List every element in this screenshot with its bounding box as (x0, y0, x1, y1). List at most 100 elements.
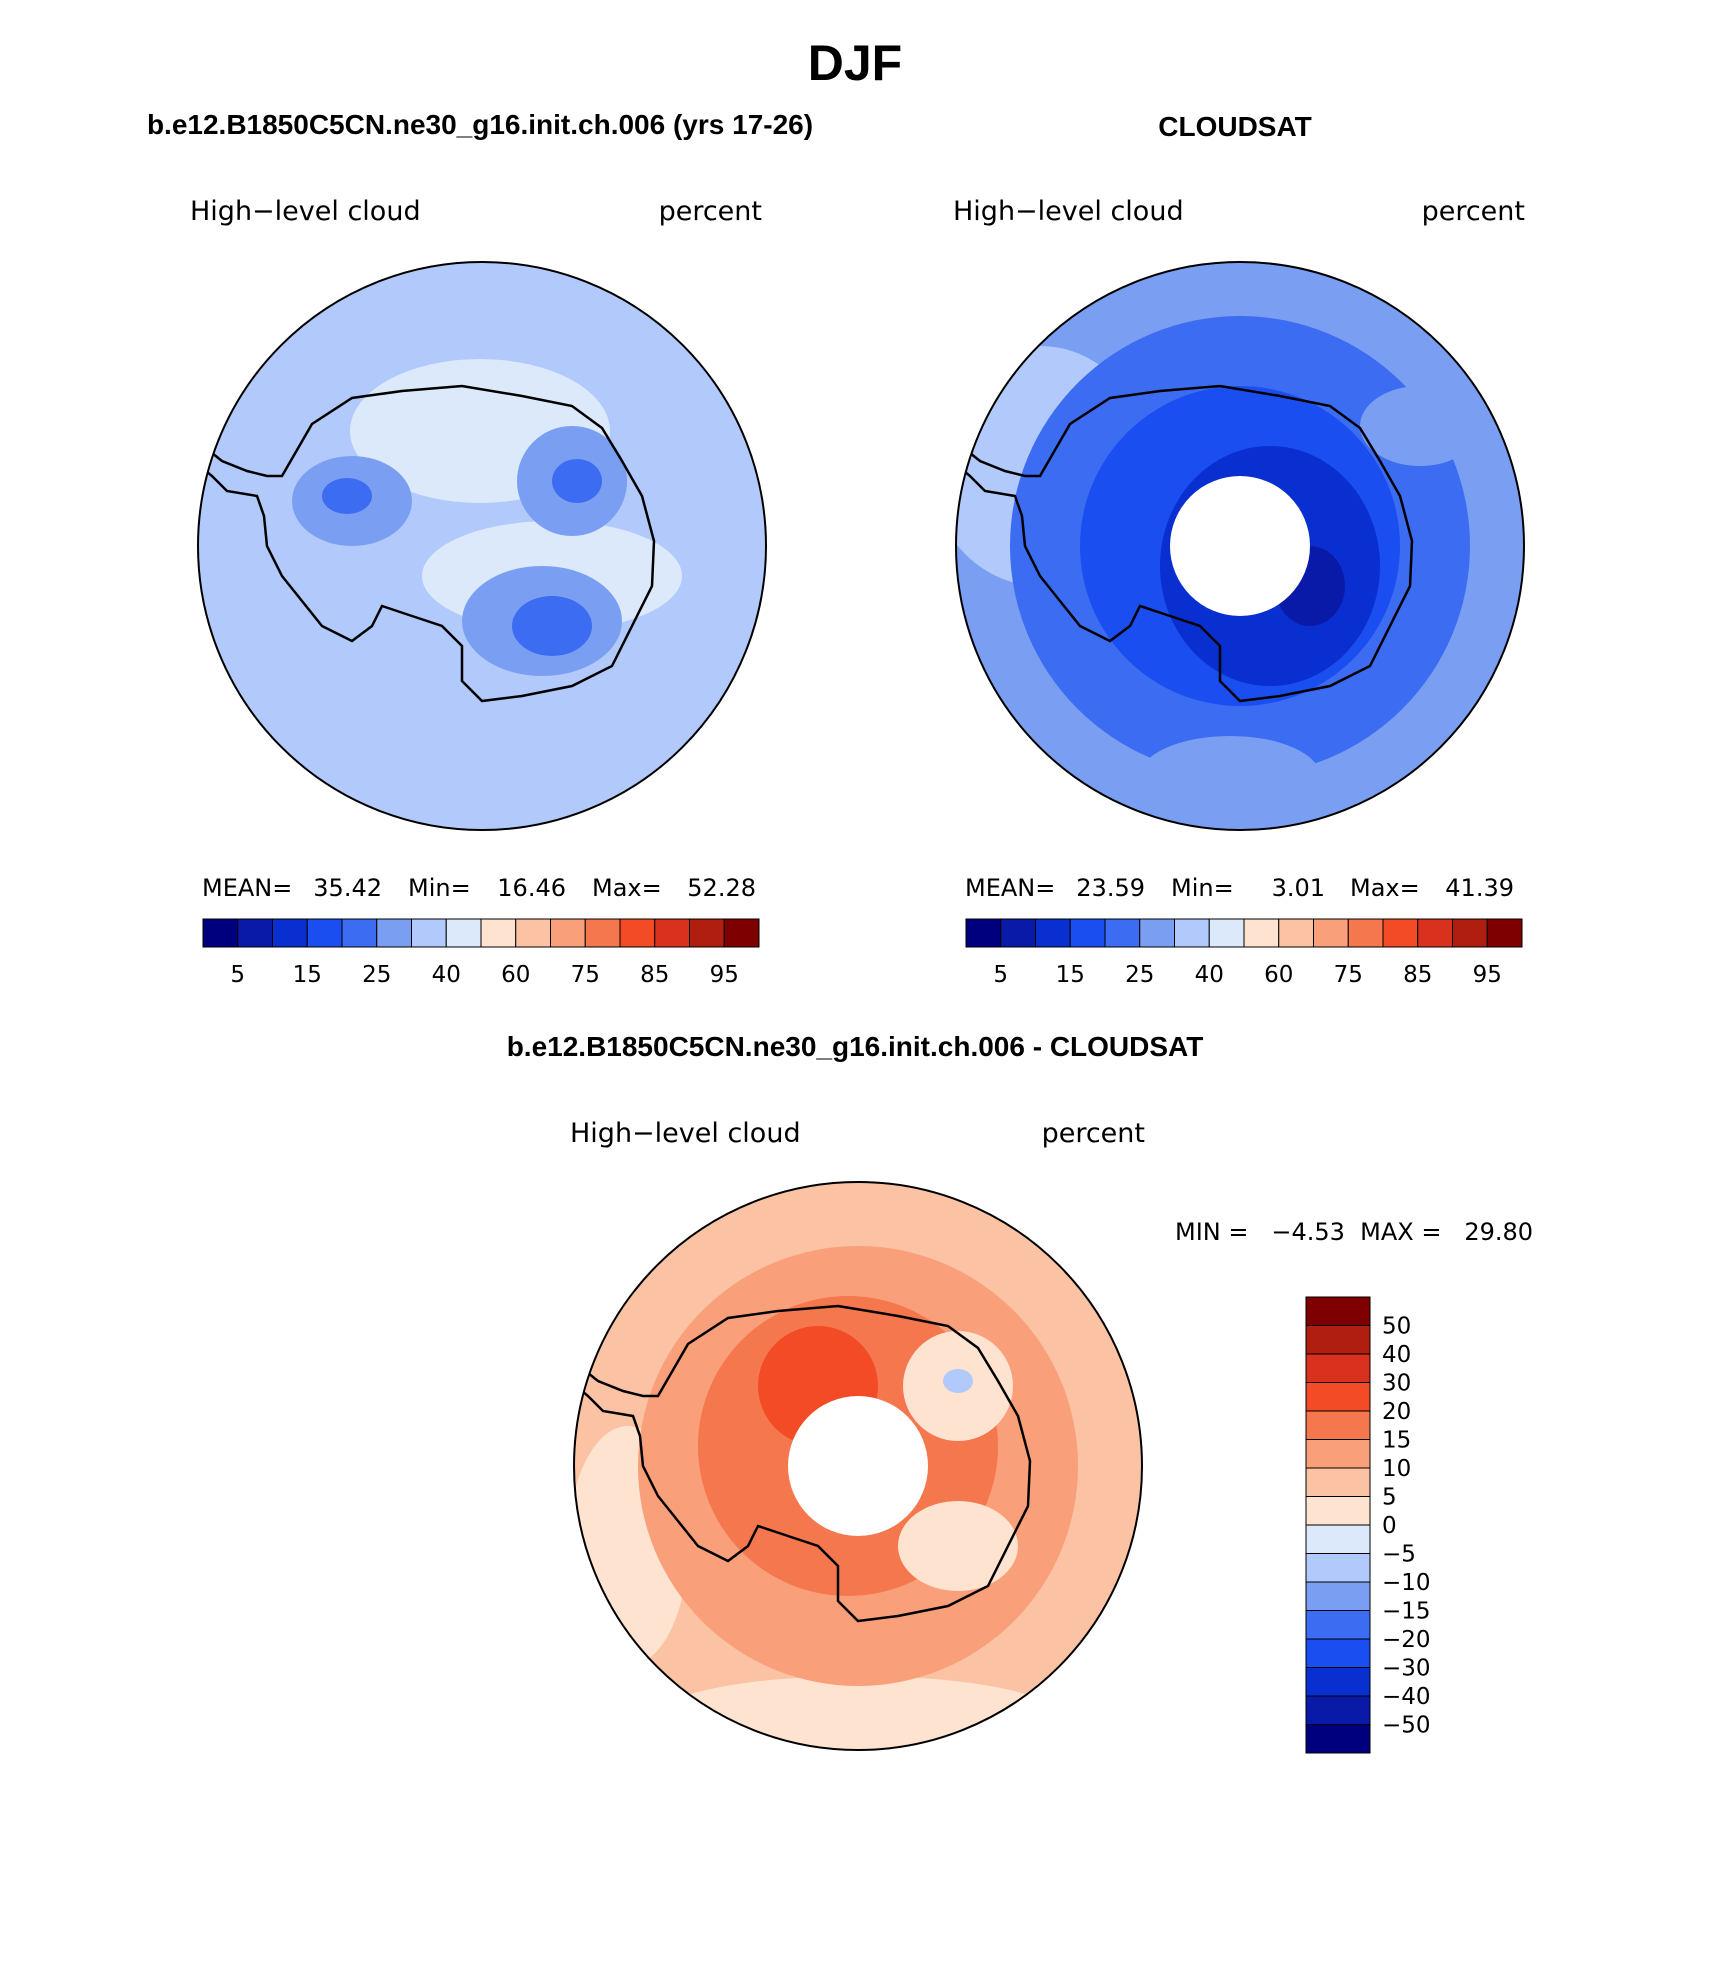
diff-stats: MIN = −4.53 MAX = 29.80 (1175, 1218, 1533, 1246)
diff-colorbar-tick-label: 50 (1382, 1314, 1411, 1340)
diff-colorbar-tick-label: 30 (1382, 1371, 1411, 1397)
obs-colorbar-swatch (1243, 918, 1280, 948)
model-colorbar-swatch (723, 918, 760, 948)
model-map (198, 262, 766, 830)
obs-colorbar-swatch (1208, 918, 1245, 948)
model-max-value: 52.28 (687, 874, 756, 902)
diff-colorbar-swatch (1305, 1325, 1371, 1355)
obs-colorbar: 5 15 25 40 60 75 85 95 (965, 918, 1523, 988)
obs-colorbar-swatch (1174, 918, 1210, 948)
obs-mean-value: 23.59 (1076, 874, 1145, 902)
diff-colorbar-swatch (1305, 1667, 1371, 1697)
obs-colorbar-tick-label: 75 (1334, 962, 1363, 988)
model-min-label: Min= (408, 874, 471, 902)
diff-colorbar-tick-label: 15 (1382, 1428, 1411, 1454)
diff-colorbar-swatch (1305, 1610, 1371, 1640)
diff-units-label: percent (1042, 1118, 1145, 1149)
diff-panel-title: b.e12.B1850C5CN.ne30_g16.init.ch.006 - C… (507, 1031, 1204, 1062)
model-colorbar-swatch (584, 918, 621, 948)
obs-map (956, 262, 1524, 830)
diff-colorbar-swatch (1305, 1382, 1371, 1412)
diff-colorbar-swatch (1305, 1524, 1371, 1554)
model-colorbar-tick-label: 15 (293, 962, 322, 988)
model-colorbar-tick-label: 60 (501, 962, 530, 988)
obs-colorbar-swatch (1347, 918, 1384, 948)
model-colorbar-tick-label: 95 (710, 962, 739, 988)
model-colorbar-swatch (689, 918, 725, 948)
diff-colorbar-tick-label: −15 (1382, 1599, 1431, 1625)
model-mean-label: MEAN= (202, 874, 292, 902)
diff-colorbar-swatch (1305, 1467, 1371, 1497)
model-colorbar-swatch (445, 918, 482, 948)
model-colorbar-tick-label: 85 (640, 962, 669, 988)
left-panel-title: b.e12.B1850C5CN.ne30_g16.init.ch.006 (yr… (147, 109, 813, 140)
model-colorbar-swatch (237, 918, 273, 948)
model-colorbar-tick-label: 25 (362, 962, 391, 988)
obs-colorbar-swatch (1452, 918, 1488, 948)
obs-colorbar-swatch (1382, 918, 1419, 948)
model-colorbar-swatch (619, 918, 656, 948)
diff-colorbar-tick-label: −20 (1382, 1627, 1431, 1653)
obs-colorbar-swatch (1035, 918, 1071, 948)
diff-colorbar-swatch (1305, 1353, 1371, 1383)
obs-colorbar-tick-label: 60 (1264, 962, 1293, 988)
diff-colorbar-swatch (1305, 1296, 1371, 1326)
model-mean-value: 35.42 (313, 874, 382, 902)
obs-colorbar-tick-label: 95 (1473, 962, 1502, 988)
diff-colorbar-swatch (1305, 1581, 1371, 1611)
model-colorbar-swatch (202, 918, 239, 948)
obs-colorbar-tick-label: 5 (993, 962, 1008, 988)
diff-colorbar-tick-label: −40 (1382, 1684, 1431, 1710)
model-colorbar-swatch (306, 918, 343, 948)
model-colorbar-swatch (550, 918, 586, 948)
obs-colorbar-swatch (1417, 918, 1453, 948)
model-colorbar-swatch (272, 918, 308, 948)
obs-stats: MEAN= 23.59 Min= 3.01 Max= 41.39 (965, 874, 1514, 902)
obs-mean-label: MEAN= (965, 874, 1055, 902)
model-colorbar-tick-label: 5 (230, 962, 245, 988)
obs-colorbar-swatch (1104, 918, 1141, 948)
model-colorbar-swatch (411, 918, 447, 948)
diff-colorbar-tick-label: 40 (1382, 1342, 1411, 1368)
model-colorbar-swatch (515, 918, 551, 948)
diff-colorbar-swatch (1305, 1439, 1371, 1469)
obs-colorbar-swatch (1069, 918, 1106, 948)
obs-colorbar-tick-label: 25 (1125, 962, 1154, 988)
diff-colorbar-tick-label: 0 (1382, 1513, 1397, 1539)
model-colorbar-tick-label: 40 (432, 962, 461, 988)
diff-colorbar-tick-label: 20 (1382, 1399, 1411, 1425)
obs-max-label: Max= (1350, 874, 1420, 902)
diff-colorbar-swatch (1305, 1724, 1371, 1754)
diff-colorbar-swatch (1305, 1695, 1371, 1725)
obs-variable-label: High−level cloud (953, 196, 1184, 227)
obs-panel: High−level cloud percent (953, 196, 1525, 831)
diff-colorbar-tick-label: −30 (1382, 1656, 1431, 1682)
obs-colorbar-swatch (1139, 918, 1175, 948)
diff-panel: High−level cloud percent MIN = −4.53 MAX… (570, 1118, 1533, 1751)
obs-colorbar-swatch (1313, 918, 1349, 948)
obs-max-value: 41.39 (1445, 874, 1514, 902)
figure-title: DJF (808, 35, 902, 91)
diff-colorbar-tick-label: −50 (1382, 1713, 1431, 1739)
obs-colorbar-tick-label: 85 (1403, 962, 1432, 988)
diff-variable-label: High−level cloud (570, 1118, 801, 1149)
diff-colorbar-swatch (1305, 1638, 1371, 1668)
obs-colorbar-swatch (1278, 918, 1314, 948)
model-max-label: Max= (592, 874, 662, 902)
model-panel: High−level cloud percent (190, 196, 767, 831)
obs-colorbar-swatch (965, 918, 1002, 948)
diff-colorbar-tick-label: −10 (1382, 1570, 1431, 1596)
right-panel-title: CLOUDSAT (1158, 111, 1311, 142)
obs-min-value: 3.01 (1272, 874, 1325, 902)
diff-colorbar-tick-label: −5 (1382, 1542, 1416, 1568)
obs-min-label: Min= (1171, 874, 1234, 902)
model-stats: MEAN= 35.42 Min= 16.46 Max= 52.28 (202, 874, 756, 902)
model-units-label: percent (659, 196, 762, 227)
diff-colorbar-swatch (1305, 1553, 1371, 1583)
obs-colorbar-swatch (1000, 918, 1036, 948)
model-min-value: 16.46 (497, 874, 566, 902)
model-colorbar-swatch (376, 918, 412, 948)
obs-colorbar-tick-label: 40 (1195, 962, 1224, 988)
model-variable-label: High−level cloud (190, 196, 421, 227)
